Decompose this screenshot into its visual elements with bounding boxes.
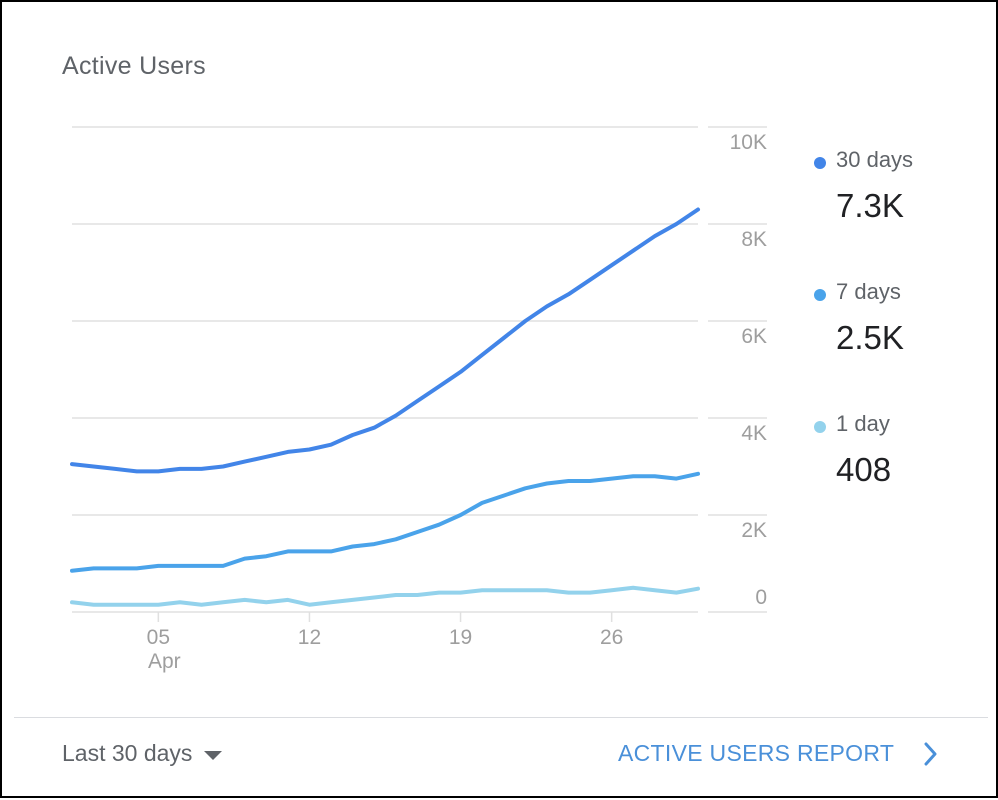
y-tick-label-10K: 10K — [730, 131, 767, 154]
x-tick-label-26: 26 — [600, 626, 623, 649]
date-range-label: Last 30 days — [62, 740, 193, 766]
x-tick-label-05: 05 — [147, 626, 170, 649]
active-users-report-link[interactable]: ACTIVE USERS REPORT — [618, 740, 938, 767]
y-tick-label-2K: 2K — [741, 519, 767, 542]
series-line-30-days — [70, 207, 700, 474]
legend-value-1-day: 408 — [836, 451, 892, 488]
legend-label-1-day: 1 day — [836, 411, 890, 436]
y-tick-label-4K: 4K — [741, 422, 767, 445]
x-tick-sublabel-apr: Apr — [148, 650, 181, 673]
y-tick-label-6K: 6K — [741, 325, 767, 348]
series-line-7-days — [70, 471, 700, 573]
date-range-dropdown[interactable]: Last 30 days — [62, 740, 223, 767]
legend-label-7-days: 7 days — [836, 279, 901, 304]
report-link-label: ACTIVE USERS REPORT — [618, 740, 895, 766]
x-tick-label-19: 19 — [449, 626, 472, 649]
y-tick-label-8K: 8K — [741, 228, 767, 251]
legend-dot-1-day — [814, 421, 826, 433]
legend-label-30-days: 30 days — [836, 147, 914, 172]
x-tick-label-12: 12 — [298, 626, 321, 649]
legend-value-30-days: 7.3K — [836, 187, 904, 224]
y-tick-label-0: 0 — [755, 586, 767, 609]
legend-dot-7-days — [814, 289, 826, 301]
legend-dot-30-days — [814, 157, 826, 169]
chevron-right-icon — [924, 742, 937, 765]
legend-value-7-days: 2.5K — [836, 319, 904, 356]
caret-down-icon — [204, 750, 223, 760]
card-title: Active Users — [62, 52, 206, 80]
footer-divider — [14, 717, 988, 718]
series-line-1-day — [70, 585, 700, 607]
